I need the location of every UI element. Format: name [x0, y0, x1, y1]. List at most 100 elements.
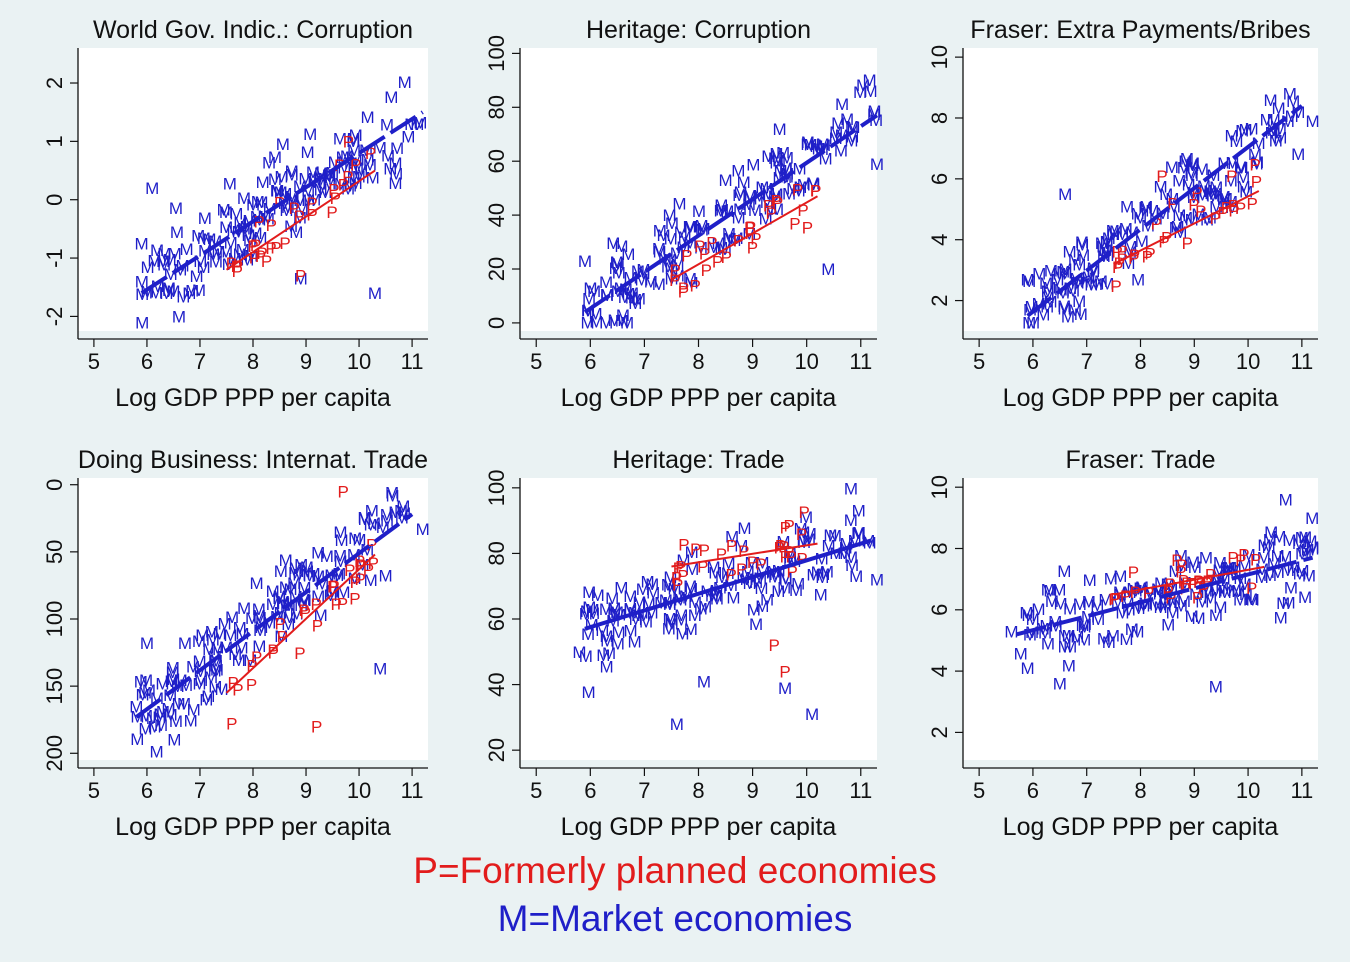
point-M: M [1257, 549, 1271, 568]
point-M: M [582, 598, 596, 617]
point-M: M [674, 223, 688, 242]
point-P: P [355, 570, 366, 589]
point-M: M [256, 173, 270, 192]
point-P: P [699, 244, 710, 263]
point-M: M [251, 192, 265, 211]
point-M: M [1248, 145, 1262, 164]
point-P: P [755, 555, 766, 574]
point-M: M [157, 245, 171, 264]
point-M: M [652, 275, 666, 294]
point-M: M [363, 156, 377, 175]
point-M: M [365, 501, 379, 520]
point-M: M [1061, 308, 1075, 327]
point-M: M [760, 193, 774, 212]
point-M: M [162, 281, 176, 300]
point-M: M [197, 229, 211, 248]
point-M: M [281, 615, 295, 634]
point-M: M [770, 200, 784, 219]
point-M: M [612, 264, 626, 283]
point-P: P [1235, 551, 1246, 570]
point-P: P [365, 144, 376, 163]
point-M: M [1186, 553, 1200, 572]
point-M: M [154, 716, 168, 735]
point-P: P [232, 680, 243, 699]
point-M: M [1063, 599, 1077, 618]
point-M: M [1271, 547, 1285, 566]
y-tick-label: 10 [927, 475, 952, 499]
x-tick-label: 6 [141, 778, 153, 803]
point-M: M [192, 675, 206, 694]
point-M: M [582, 583, 596, 602]
point-M: M [1043, 581, 1057, 600]
point-M: M [864, 82, 878, 101]
point-M: M [1276, 594, 1290, 613]
point-M: M [1236, 168, 1250, 187]
x-tick-label: 11 [1290, 349, 1313, 374]
point-M: M [1222, 582, 1236, 601]
point-M: M [1302, 566, 1316, 585]
point-P: P [368, 554, 379, 573]
point-M: M [746, 155, 760, 174]
x-tick-label: 7 [194, 349, 206, 374]
fit-line-planned [225, 553, 376, 694]
point-M: M [1057, 299, 1071, 318]
point-P: P [232, 257, 243, 276]
point-M: M [800, 135, 814, 154]
point-M: M [732, 209, 746, 228]
point-M: M [169, 199, 183, 218]
point-M: M [1231, 582, 1245, 601]
point-M: M [636, 580, 650, 599]
point-M: M [135, 272, 149, 291]
point-M: M [663, 568, 677, 587]
point-P: P [1129, 246, 1140, 265]
point-P: P [1144, 244, 1155, 263]
point-M: M [1044, 262, 1058, 281]
point-M: M [147, 718, 161, 737]
point-P: P [1151, 215, 1162, 234]
point-M: M [1233, 591, 1247, 610]
x-tick-label: 9 [746, 349, 758, 374]
point-P: P [736, 560, 747, 579]
point-M: M [1250, 154, 1264, 173]
point-M: M [583, 279, 597, 298]
point-P: P [1246, 194, 1257, 213]
point-M: M [725, 528, 739, 547]
point-M: M [134, 673, 148, 692]
point-M: M [768, 187, 782, 206]
point-M: M [286, 190, 300, 209]
point-P: P [1171, 551, 1182, 570]
point-P: P [778, 538, 789, 557]
x-axis-label: Log GDP PPP per capita [1003, 384, 1279, 412]
point-P: P [1193, 572, 1204, 591]
point-M: M [695, 216, 709, 235]
y-tick-label: 8 [927, 112, 952, 124]
point-P: P [1202, 572, 1213, 591]
point-P: P [338, 175, 349, 194]
point-M: M [596, 646, 610, 665]
point-M: M [684, 273, 698, 292]
point-P: P [306, 206, 317, 225]
point-M: M [685, 543, 699, 562]
point-M: M [266, 595, 280, 614]
point-M: M [1264, 523, 1278, 542]
point-M: M [623, 622, 637, 641]
point-M: M [276, 135, 290, 154]
point-M: M [614, 237, 628, 256]
point-M: M [606, 234, 620, 253]
point-M: M [674, 611, 688, 630]
y-tick-label: 60 [484, 149, 509, 173]
x-tick-label: 6 [1027, 349, 1039, 374]
point-P: P [326, 203, 337, 222]
point-P: P [1130, 583, 1141, 602]
point-P: P [796, 549, 807, 568]
point-P: P [1238, 546, 1249, 565]
point-P: P [1228, 202, 1239, 221]
x-tick-label: 8 [1134, 349, 1146, 374]
point-M: M [1075, 616, 1089, 635]
point-M: M [168, 245, 182, 264]
point-M: M [285, 187, 299, 206]
point-M: M [799, 508, 813, 527]
point-M: M [1186, 154, 1200, 173]
point-M: M [628, 294, 642, 313]
x-tick-label: 10 [347, 778, 371, 803]
